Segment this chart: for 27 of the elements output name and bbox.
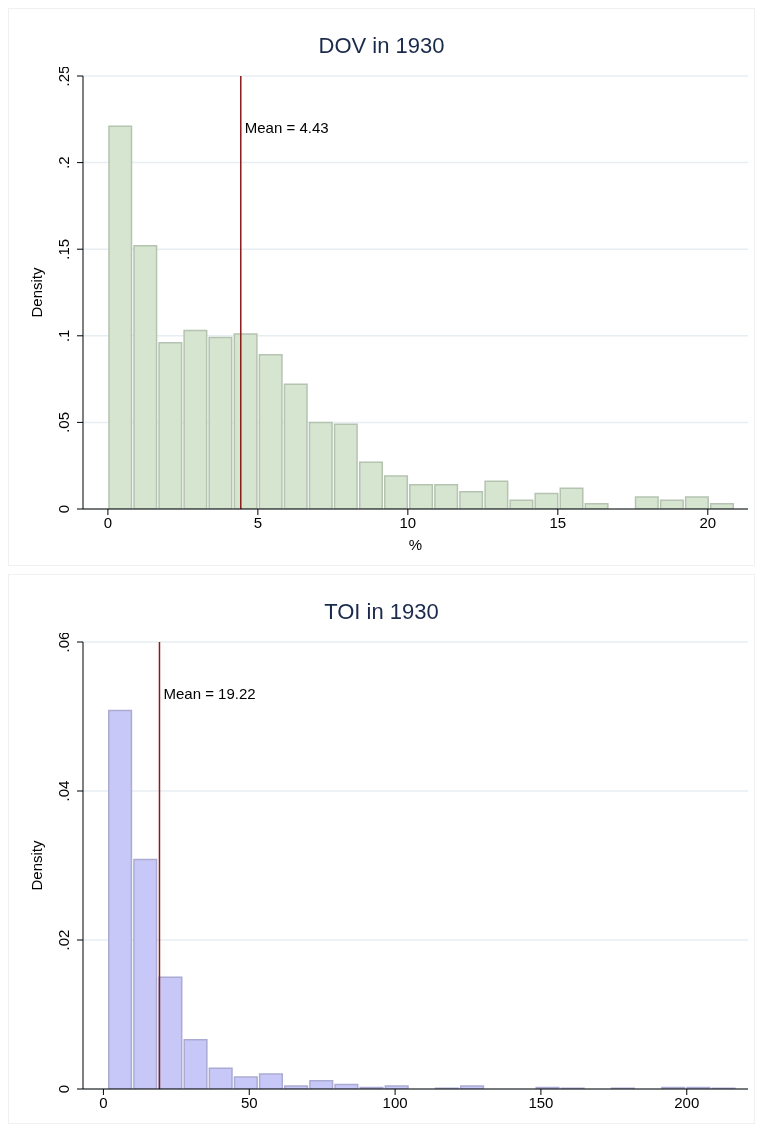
y-tick-label: .04	[55, 780, 72, 802]
ref-line-label: Mean = 19.22	[163, 685, 256, 702]
y-tick-label: 0	[55, 504, 72, 514]
x-tick-label: 10	[399, 513, 417, 531]
y-tick-label: .1	[55, 329, 72, 343]
x-axis-title: %	[408, 535, 423, 553]
x-tick-label: 0	[99, 1093, 108, 1111]
x-tick-label: 200	[674, 1093, 700, 1111]
chart-title: DOV in 1930	[318, 32, 445, 60]
x-tick-label: 20	[699, 513, 717, 531]
y-tick-label: .06	[55, 631, 72, 653]
x-tick-label: 150	[528, 1093, 554, 1111]
chart-title: TOI in 1930	[324, 598, 439, 626]
y-tick-label: .15	[55, 238, 72, 260]
x-tick-label: 50	[240, 1093, 258, 1111]
x-tick-label: 100	[382, 1093, 408, 1111]
y-tick-label: .05	[55, 411, 72, 433]
y-tick-label: .02	[55, 929, 72, 951]
ref-line-label: Mean = 4.43	[244, 119, 329, 136]
y-axis-title: Density	[28, 840, 46, 891]
y-tick-label: .2	[55, 156, 72, 169]
x-tick-label: 5	[253, 513, 263, 531]
y-tick-label: .25	[55, 65, 72, 87]
y-axis-title: Density	[28, 267, 46, 318]
x-tick-label: 15	[549, 513, 567, 531]
y-tick-label: 0	[55, 1084, 72, 1094]
x-tick-label: 0	[103, 513, 113, 531]
